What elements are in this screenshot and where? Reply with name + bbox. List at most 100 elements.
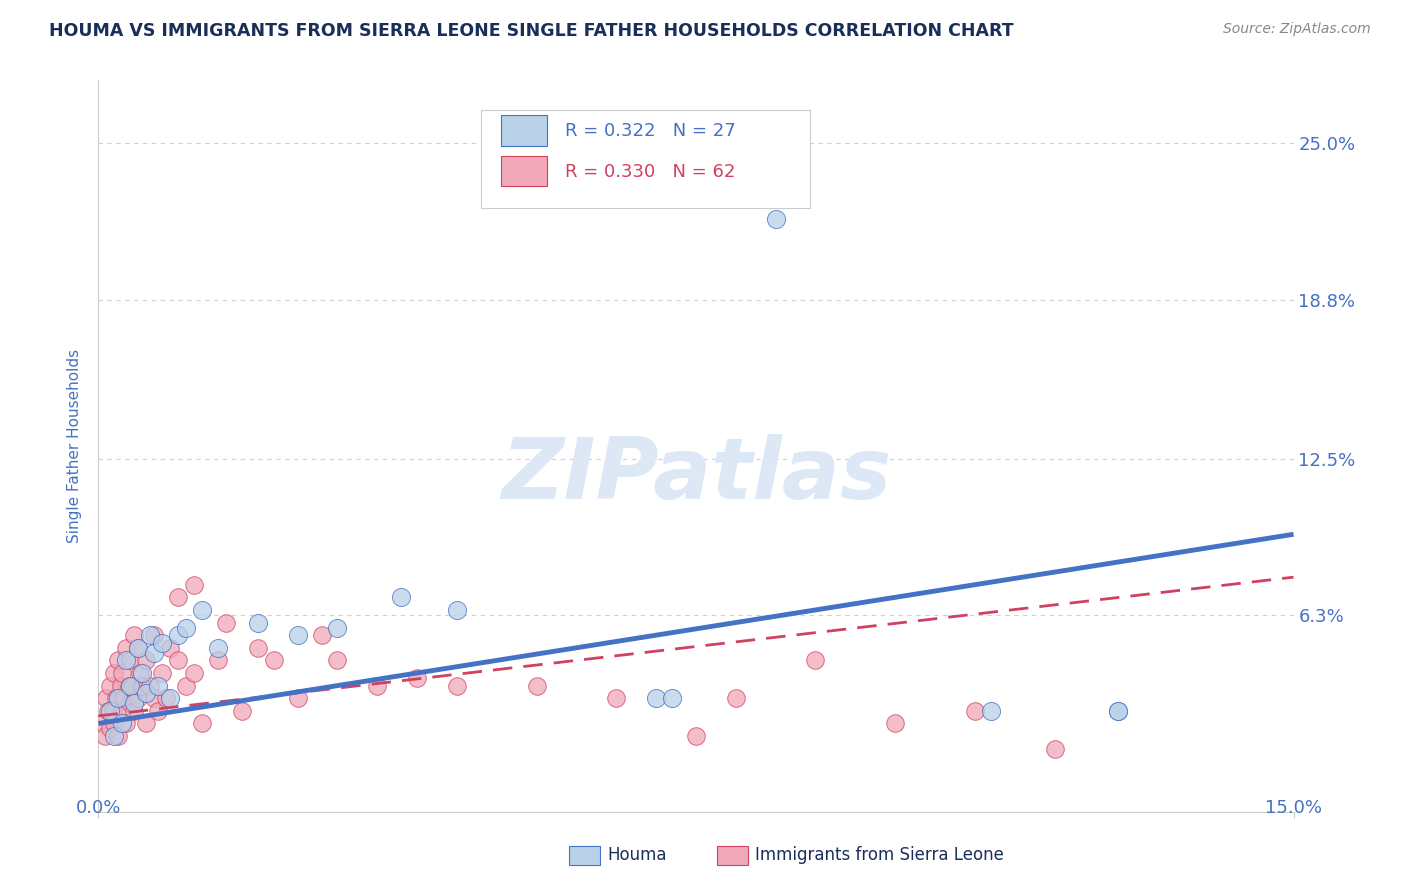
Point [135,686,157,700]
Point [101,704,124,718]
Point [207,653,229,667]
Text: R = 0.330   N = 62: R = 0.330 N = 62 [565,162,735,181]
Point [287,628,309,642]
Y-axis label: Single Father Households: Single Father Households [67,349,83,543]
Point [103,716,125,731]
Point [111,716,134,731]
Point [104,691,127,706]
Point [446,603,468,617]
Point [183,578,205,592]
Point [139,679,162,693]
Point [765,212,787,227]
Point [94,729,117,743]
Point [526,679,548,693]
Point [96,691,118,706]
Point [107,691,129,706]
Point [645,691,668,706]
Point [143,691,166,706]
Text: HOUMA VS IMMIGRANTS FROM SIERRA LEONE SINGLE FATHER HOUSEHOLDS CORRELATION CHART: HOUMA VS IMMIGRANTS FROM SIERRA LEONE SI… [49,22,1014,40]
Point [135,653,157,667]
FancyBboxPatch shape [481,110,810,209]
Point [98,704,122,718]
Bar [501,115,547,146]
Point [326,653,349,667]
Text: Immigrants from Sierra Leone: Immigrants from Sierra Leone [755,847,1004,864]
Point [1107,704,1129,718]
Point [143,646,166,660]
Point [326,621,349,635]
Point [1107,704,1129,718]
Point [183,665,205,680]
Point [159,640,181,655]
Text: ZIPatlas: ZIPatlas [501,434,891,516]
Point [246,640,269,655]
Point [131,665,153,680]
Point [103,665,125,680]
Point [167,653,190,667]
Point [366,679,388,693]
Point [1043,741,1066,756]
Point [131,679,153,693]
Point [139,628,162,642]
Bar [501,155,547,186]
Point [98,679,122,693]
Point [112,691,135,706]
Text: 0.0%: 0.0% [76,799,121,817]
Text: R = 0.322   N = 27: R = 0.322 N = 27 [565,122,735,140]
Point [174,621,197,635]
Point [215,615,238,630]
Point [98,722,122,736]
Point [155,691,177,706]
Point [406,671,429,685]
Text: 15.0%: 15.0% [1265,799,1322,817]
Point [167,591,190,605]
Text: Houma: Houma [607,847,666,864]
Point [685,729,707,743]
Point [110,679,132,693]
Text: Source: ZipAtlas.com: Source: ZipAtlas.com [1223,22,1371,37]
Point [124,704,146,718]
Point [287,691,309,706]
Point [446,679,468,693]
Point [107,729,129,743]
Point [143,628,166,642]
Point [311,628,333,642]
Point [127,691,149,706]
Point [97,704,120,718]
Point [111,704,134,718]
Point [231,704,253,718]
Point [207,640,229,655]
Point [124,696,146,710]
Point [724,691,747,706]
Point [103,729,125,743]
Point [135,716,157,731]
Point [115,716,138,731]
Point [115,640,138,655]
Point [389,591,412,605]
Point [148,679,170,693]
Point [661,691,683,706]
Point [127,640,149,655]
Point [884,716,907,731]
Point [150,636,173,650]
Point [118,679,141,693]
Point [191,603,214,617]
Point [107,653,129,667]
Point [150,665,173,680]
Point [128,665,150,680]
Point [174,679,197,693]
Point [246,615,269,630]
Point [120,696,142,710]
Point [121,679,143,693]
Point [124,628,146,642]
Point [115,653,138,667]
Point [263,653,285,667]
Point [120,679,142,693]
Point [963,704,986,718]
Point [120,653,142,667]
Point [111,665,134,680]
Point [980,704,1002,718]
Point [804,653,827,667]
Point [148,704,170,718]
Point [91,716,114,731]
